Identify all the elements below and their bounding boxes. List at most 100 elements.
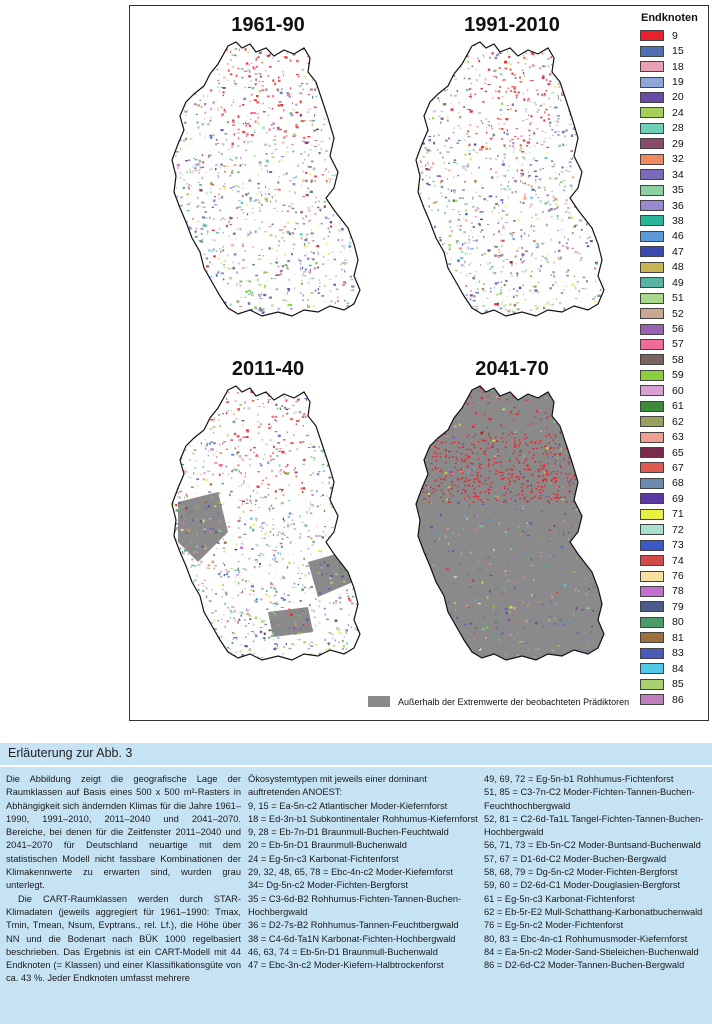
country-area	[172, 386, 360, 660]
legend-item: 28	[637, 121, 707, 136]
ecosystem-item: 29, 32, 48, 65, 78 = Ebc-4n-c2 Moder-Kie…	[248, 867, 453, 878]
legend-swatch	[640, 338, 664, 350]
legend-label: 52	[672, 307, 684, 320]
country-border	[415, 385, 605, 661]
legend-label: 59	[672, 369, 684, 382]
legend-item: 62	[637, 414, 707, 429]
germany-map-1961-90	[171, 41, 361, 317]
legend-label: 49	[672, 276, 684, 289]
legend-swatch	[640, 601, 664, 613]
legend-swatch	[640, 555, 664, 567]
legend-item: 32	[637, 152, 707, 167]
legend-item: 83	[637, 646, 707, 661]
figure-panel: 1961-90 1991-2010 2011-40 2041-70 Endkno…	[129, 5, 709, 721]
map-title: 1961-90	[231, 14, 305, 36]
germany-map-2011-40	[171, 385, 361, 661]
legend-label: 15	[672, 45, 684, 58]
legend-swatch	[640, 632, 664, 644]
caption-column-1: Die Abbildung zeigt die geografische Lag…	[6, 773, 241, 986]
legend-swatch	[640, 616, 664, 628]
legend-swatch	[640, 369, 664, 381]
germany-map-1991-2010	[415, 41, 605, 317]
class-speckles	[416, 386, 604, 660]
country-border	[171, 385, 361, 661]
legend-swatch	[640, 570, 664, 582]
legend-item: 19	[637, 74, 707, 89]
grey-swatch	[368, 696, 390, 707]
ecosystem-item: 76 = Eg-5n-c2 Moder-Fichtenforst	[484, 920, 624, 931]
legend-item: 48	[637, 260, 707, 275]
ecosystem-item: 34= Dg-5n-c2 Moder-Fichten-Bergforst	[248, 880, 408, 891]
legend-swatch	[640, 184, 664, 196]
legend-item: 74	[637, 553, 707, 568]
caption-paragraph: Die Abbildung zeigt die geografische Lag…	[6, 774, 241, 891]
legend: Endknoten 9 15 18 19 20 24 28 29 32 34 35 36 38 46 47 4…	[637, 12, 707, 707]
ecosystem-item: 57, 67 = D1-6d-C2 Moder-Buchen-Bergwald	[484, 853, 667, 864]
legend-swatch	[640, 524, 664, 536]
legend-label: 9	[672, 29, 678, 42]
legend-swatch	[640, 323, 664, 335]
legend-swatch	[640, 261, 664, 273]
legend-item: 58	[637, 352, 707, 367]
caption-column-3: 49, 69, 72 = Eg-5n-b1 Rohhumus-Fichtenfo…	[484, 773, 710, 972]
legend-item: 52	[637, 306, 707, 321]
legend-item: 84	[637, 661, 707, 676]
legend-label: 76	[672, 570, 684, 583]
legend-item: 36	[637, 198, 707, 213]
legend-swatch	[640, 76, 664, 88]
legend-item: 73	[637, 537, 707, 552]
legend-label: 69	[672, 492, 684, 505]
legend-item: 9	[637, 28, 707, 43]
ecosystem-item: 24 = Eg-5n-c3 Karbonat-Fichtenforst	[248, 853, 399, 864]
ecosystem-item: 35 = C3-6d-B2 Rohhumus-Fichten-Tannen-Bu…	[248, 893, 462, 917]
legend-label: 63	[672, 431, 684, 444]
legend-item: 51	[637, 290, 707, 305]
legend-item: 38	[637, 213, 707, 228]
legend-label: 83	[672, 647, 684, 660]
legend-item: 49	[637, 275, 707, 290]
legend-label: 18	[672, 60, 684, 73]
legend-label: 72	[672, 523, 684, 536]
ecosystem-item: 61 = Eg-5n-c3 Karbonat-Fichtenforst	[484, 893, 635, 904]
legend-label: 61	[672, 400, 684, 413]
legend-swatch	[640, 416, 664, 428]
ecosystem-item: 52, 81 = C2-6d-Ta1L Tangel-Fichten-Tanne…	[484, 813, 704, 838]
legend-label: 73	[672, 539, 684, 552]
legend-item: 56	[637, 321, 707, 336]
legend-swatch	[640, 45, 664, 57]
legend-label: 68	[672, 477, 684, 490]
caption-intro: Ökosystemtypen mit jeweils einer dominan…	[248, 774, 427, 798]
ecosystem-item: 62 = Eb-5r-E2 Mull-Schatthang-Karbonatbu…	[484, 906, 703, 917]
caption-box: Erläuterung zur Abb. 3 Die Abbildung zei…	[0, 743, 712, 1024]
country-area	[416, 42, 604, 316]
legend-item: 80	[637, 615, 707, 630]
legend-swatch	[640, 493, 664, 505]
legend-label: 60	[672, 384, 684, 397]
legend-item: 46	[637, 229, 707, 244]
ecosystem-item: 9, 28 = Eb-7n-D1 Braunmull-Buchen-Feucht…	[248, 827, 449, 838]
legend-swatch	[640, 230, 664, 242]
legend-item: 86	[637, 692, 707, 707]
map-title: 1991-2010	[464, 14, 560, 36]
caption-divider	[0, 765, 712, 767]
legend-label: 28	[672, 122, 684, 135]
legend-item: 15	[637, 43, 707, 58]
legend-swatch	[640, 663, 664, 675]
legend-item: 68	[637, 476, 707, 491]
country-border	[415, 41, 605, 317]
legend-item: 35	[637, 182, 707, 197]
ecosystem-item: 56, 71, 73 = Eb-5n-C2 Moder-Buntsand-Buc…	[484, 840, 701, 851]
legend-item: 81	[637, 630, 707, 645]
legend-label: 38	[672, 214, 684, 227]
ecosystem-item: 80, 83 = Ebc-4n-c1 Rohhumusmoder-Kiefern…	[484, 933, 688, 944]
out-of-range-area	[416, 386, 604, 660]
legend-swatch	[640, 246, 664, 258]
legend-swatch	[640, 462, 664, 474]
legend-label: 29	[672, 137, 684, 150]
legend-label: 20	[672, 91, 684, 104]
map-panel-2011-40: 2011-40	[158, 356, 378, 676]
legend-label: 71	[672, 508, 684, 521]
legend-label: 58	[672, 353, 684, 366]
legend-swatch	[640, 169, 664, 181]
map-title: 2041-70	[475, 358, 549, 380]
